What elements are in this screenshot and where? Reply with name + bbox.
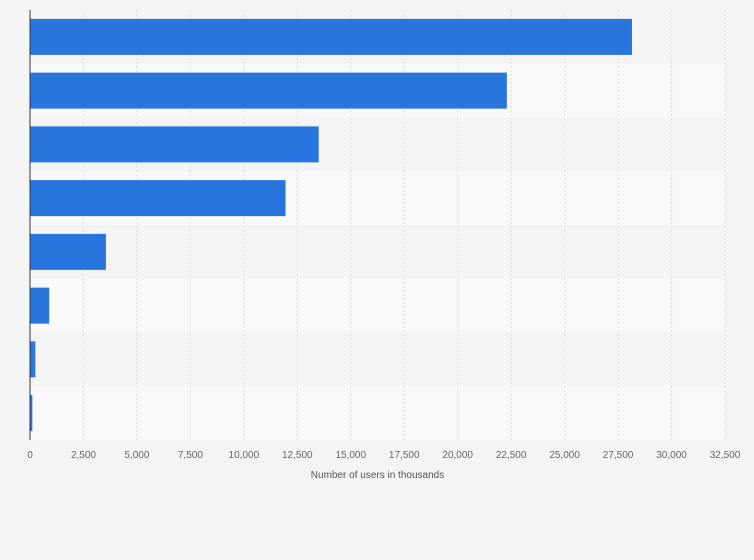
x-tick-label: 15,000 <box>335 450 366 461</box>
bar[interactable] <box>30 287 50 324</box>
bar[interactable] <box>30 395 33 432</box>
bar[interactable] <box>30 72 507 109</box>
row-band <box>30 386 725 440</box>
x-tick-label: 12,500 <box>282 450 313 461</box>
x-tick-label: 20,000 <box>442 450 473 461</box>
bar[interactable] <box>30 126 319 163</box>
x-tick-label: 5,000 <box>124 450 149 461</box>
x-tick-label: 32,500 <box>710 450 741 461</box>
bar[interactable] <box>30 341 36 378</box>
bar[interactable] <box>30 180 286 217</box>
x-tick-label: 22,500 <box>496 450 527 461</box>
x-tick-labels: 0 2,500 5,000 7,500 10,000 12,500 15,000 17,500… <box>27 450 741 461</box>
x-tick-label: 7,500 <box>178 450 203 461</box>
x-tick-label: 17,500 <box>389 450 420 461</box>
x-tick-label: 0 <box>27 450 33 461</box>
row-bands <box>30 10 725 440</box>
x-axis-title: Number of users in thousands <box>311 470 444 481</box>
x-tick-label: 30,000 <box>656 450 687 461</box>
row-band <box>30 225 725 279</box>
x-tick-label: 10,000 <box>229 450 260 461</box>
bar[interactable] <box>30 233 106 270</box>
x-tick-label: 25,000 <box>549 450 580 461</box>
row-band <box>30 278 725 333</box>
bars-group <box>30 18 632 432</box>
x-tick-label: 27,500 <box>603 450 634 461</box>
x-tick-label: 2,500 <box>71 450 96 461</box>
bar[interactable] <box>30 18 632 55</box>
row-band <box>30 332 725 387</box>
